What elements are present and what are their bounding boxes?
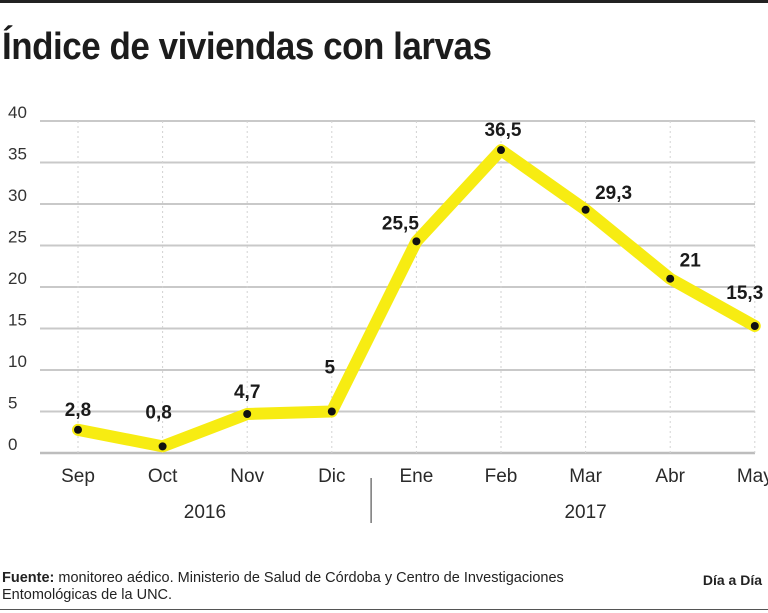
data-point-nov — [243, 409, 252, 418]
data-point-oct — [158, 442, 167, 451]
data-label-oct: 0,8 — [145, 402, 171, 423]
source-note: Fuente: monitoreo aédico. Ministerio de … — [2, 570, 642, 604]
x-tick-dic: Dic — [318, 466, 345, 487]
data-label-ene: 25,5 — [382, 213, 419, 234]
y-tick-labels: 0 5 10 15 20 25 30 35 40 — [8, 103, 27, 454]
x-tick-nov: Nov — [230, 466, 264, 487]
data-labels: 2,8 0,8 4,7 5 25,5 36,5 29,3 21 15,3 — [65, 120, 764, 423]
data-point-dic — [327, 407, 336, 416]
y-tick-5: 5 — [8, 394, 17, 413]
grid-layer — [40, 120, 756, 455]
x-tick-abr: Abr — [655, 466, 685, 487]
data-point-feb — [497, 146, 505, 155]
data-points — [74, 146, 759, 451]
x-tick-may: May — [737, 466, 768, 487]
data-label-mar: 29,3 — [595, 183, 632, 204]
data-point-sep — [74, 425, 82, 434]
data-point-abr — [666, 274, 675, 283]
data-label-may: 15,3 — [726, 283, 763, 304]
y-tick-40: 40 — [8, 103, 27, 122]
year-labels: 2016 2017 — [184, 478, 607, 523]
source-label: Fuente: — [2, 570, 55, 586]
data-point-mar — [581, 205, 590, 214]
x-tick-labels: Sep Oct Nov Dic Ene Feb Mar Abr May — [61, 466, 768, 487]
y-tick-10: 10 — [8, 352, 27, 371]
data-point-ene — [412, 237, 421, 246]
x-tick-feb: Feb — [485, 466, 518, 487]
y-tick-0: 0 — [8, 435, 17, 454]
year-label-2017: 2017 — [564, 502, 606, 523]
top-rule — [0, 0, 768, 3]
y-tick-35: 35 — [8, 145, 27, 164]
source-text: monitoreo aédico. Ministerio de Salud de… — [2, 570, 564, 603]
y-tick-25: 25 — [8, 228, 27, 247]
brand-logo: Día a Día — [702, 572, 762, 588]
x-tick-oct: Oct — [148, 466, 178, 487]
y-tick-15: 15 — [8, 311, 27, 330]
data-label-abr: 21 — [680, 251, 702, 272]
chart-title: Índice de viviendas con larvas — [2, 26, 492, 68]
data-label-dic: 5 — [325, 358, 336, 379]
bottom-rule — [0, 609, 768, 610]
data-label-nov: 4,7 — [234, 382, 260, 403]
x-tick-ene: Ene — [399, 466, 433, 487]
x-tick-sep: Sep — [61, 466, 95, 487]
y-tick-30: 30 — [8, 186, 27, 205]
y-tick-20: 20 — [8, 269, 27, 288]
year-label-2016: 2016 — [184, 502, 226, 523]
x-tick-mar: Mar — [569, 466, 602, 487]
data-label-feb: 36,5 — [485, 120, 522, 141]
data-point-may — [750, 322, 759, 331]
data-label-sep: 2,8 — [65, 400, 91, 421]
